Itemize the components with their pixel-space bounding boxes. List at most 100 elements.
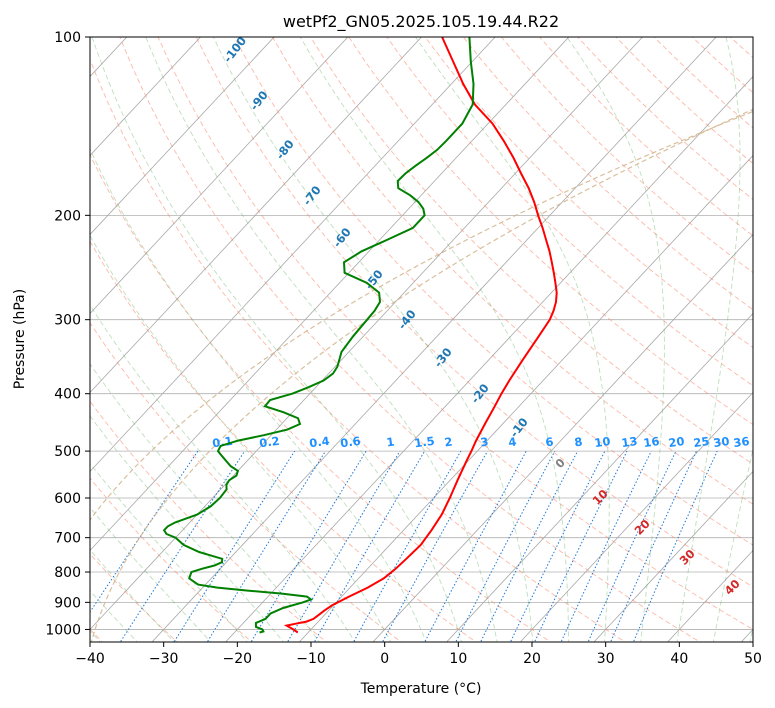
dry-adiabat	[653, 37, 753, 129]
x-tick-label: −40	[75, 651, 105, 667]
mixing-ratio-label: 0.6	[339, 434, 361, 451]
moist-adiabat-label: 40	[722, 577, 743, 598]
moist-adiabat	[415, 37, 610, 642]
dry-adiabat	[386, 37, 753, 387]
mixing-ratio-label: 30	[713, 434, 731, 450]
mixing-ratio-line	[424, 450, 527, 642]
isotherm	[593, 470, 753, 642]
line-labels: -100-90-80-70-60-50-40-30-20-100.1 0.2 0.4…	[211, 34, 750, 598]
isotherm	[0, 24, 65, 645]
dry-adiabat-label: -40	[395, 307, 419, 332]
dry-adiabat	[462, 37, 753, 311]
isotherm	[90, 37, 570, 552]
mixing-ratio-line	[286, 450, 401, 642]
x-tick-label: 50	[744, 651, 762, 667]
isotherm	[90, 37, 496, 473]
y-tick-label: 1000	[45, 622, 81, 638]
dry-adiabat	[90, 58, 627, 642]
dry-adiabat	[233, 37, 753, 546]
isotherm	[740, 628, 753, 642]
mixing-ratio-line	[250, 450, 367, 642]
isotherm	[90, 37, 644, 631]
dry-adiabat	[90, 322, 402, 642]
y-tick-label: 300	[54, 313, 81, 329]
dry-adiabat	[272, 37, 753, 505]
moist-adiabat	[90, 462, 248, 642]
mixing-ratio-label: 10	[594, 434, 612, 450]
isotherm	[90, 37, 349, 315]
moist-adiabat	[91, 37, 462, 642]
mixing-ratio-line	[206, 450, 326, 642]
mixing-ratio-label: 1.5	[413, 434, 435, 451]
mixing-ratio-label: 13	[621, 434, 639, 450]
mixing-ratio-line	[632, 450, 718, 642]
y-axis: 100 200 300 400 500 600 700 800 900 1000	[45, 30, 90, 638]
mixing-ratio-label: 6	[545, 435, 555, 450]
isotherm	[90, 37, 275, 236]
moist-adiabat	[712, 447, 753, 642]
dry-adiabat	[90, 153, 552, 642]
mixing-ratio-label: 16	[643, 434, 661, 450]
y-tick-label: 600	[54, 491, 81, 507]
mixing-ratio-label: 3	[480, 435, 490, 450]
y-tick-label: 700	[54, 531, 81, 547]
x-axis-label: Temperature (°C)	[360, 681, 482, 697]
x-tick-label: 40	[670, 651, 688, 667]
moist-adiabat	[90, 590, 138, 642]
x-tick-label: 10	[449, 651, 467, 667]
isotherm	[151, 37, 717, 642]
y-axis-label: Pressure (hPa)	[12, 289, 28, 389]
mixing-ratio-label: 8	[574, 435, 584, 450]
moist-adiabat	[300, 37, 570, 642]
mixing-ratio-line	[353, 450, 462, 642]
moist-adiabat	[90, 549, 175, 642]
dry-adiabat-label: -100	[220, 34, 249, 65]
y-tick-label: 400	[54, 387, 81, 403]
moist-adiabat	[90, 363, 320, 642]
y-tick-label: 200	[54, 208, 81, 224]
mixing-ratio-line	[610, 450, 697, 642]
x-tick-label: 0	[380, 651, 389, 667]
x-tick-label: −10	[296, 651, 326, 667]
dry-adiabat	[769, 37, 775, 644]
chart-title: wetPf2_GN05.2025.105.19.44.R22	[283, 12, 559, 32]
dry-adiabat-label: -80	[273, 137, 297, 162]
x-tick-label: −20	[223, 651, 253, 667]
isotherm	[90, 37, 423, 394]
mixing-ratio-line	[534, 450, 628, 642]
mixing-ratio-line	[587, 450, 677, 642]
dry-adiabat	[119, 37, 701, 642]
mixing-ratio-label: 1	[386, 435, 396, 450]
dry-adiabat-label: -70	[300, 183, 324, 208]
arc-line	[90, 110, 753, 522]
moist-adiabat	[676, 37, 741, 642]
dewpoint-line	[162, 37, 475, 634]
mixing-ratio-label: 0.4	[308, 434, 330, 451]
moist-adiabat	[145, 37, 498, 642]
isotherm	[298, 154, 753, 642]
moist-adiabat	[90, 234, 392, 642]
moist-adiabat	[90, 148, 427, 642]
mixing-ratio-label: 4	[508, 435, 518, 450]
dry-adiabat	[90, 400, 328, 642]
moist-adiabat	[90, 506, 212, 642]
y-tick-label: 500	[54, 444, 81, 460]
mixing-ratio-line	[480, 450, 579, 642]
mixing-ratio-line	[509, 450, 606, 642]
dry-adiabat	[539, 37, 753, 237]
isotherm	[90, 37, 202, 157]
dry-adiabat	[348, 37, 753, 426]
mixing-ratio-line	[173, 450, 296, 642]
profiles	[162, 37, 558, 634]
moist-adiabat	[90, 415, 284, 642]
mixing-ratio-line	[90, 450, 199, 613]
mixing-ratio-label: 25	[693, 434, 711, 450]
dry-adiabat-label: -90	[247, 88, 271, 113]
mixing-ratio-label: 20	[668, 434, 686, 450]
dry-adiabat	[501, 37, 753, 274]
dry-adiabat	[90, 477, 253, 642]
plot-frame	[89, 36, 754, 643]
y-tick-label: 100	[54, 30, 81, 46]
x-tick-label: 20	[523, 651, 541, 667]
